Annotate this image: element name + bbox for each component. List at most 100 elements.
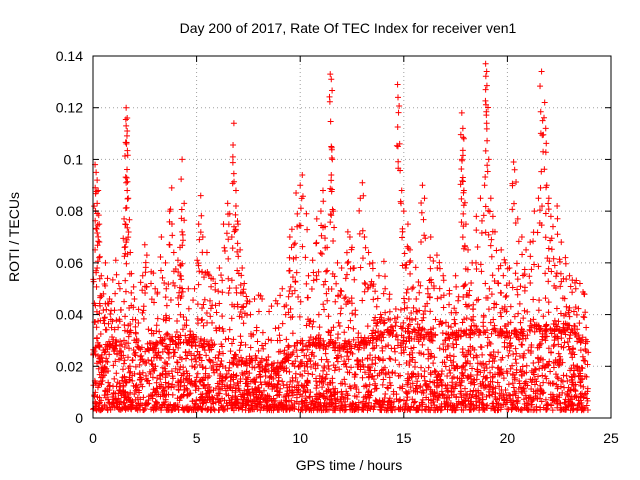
data-point <box>464 266 471 273</box>
data-point <box>372 382 379 389</box>
data-point <box>226 326 233 333</box>
data-point <box>310 277 317 284</box>
data-point <box>129 357 136 364</box>
data-point <box>581 290 588 297</box>
data-point <box>179 288 186 295</box>
data-point <box>314 396 321 403</box>
data-point <box>400 319 407 326</box>
data-point <box>359 255 366 262</box>
data-point <box>178 356 185 363</box>
data-point <box>490 316 497 323</box>
data-point <box>318 251 325 258</box>
data-point <box>514 286 521 293</box>
data-point <box>137 279 144 286</box>
data-point <box>440 346 447 353</box>
data-point <box>225 275 232 282</box>
data-point <box>460 135 467 142</box>
data-point <box>90 278 97 285</box>
data-point <box>230 141 237 148</box>
data-point <box>378 331 385 338</box>
data-point <box>522 392 529 399</box>
data-point <box>366 381 373 388</box>
data-point <box>140 315 147 322</box>
data-point <box>314 382 321 389</box>
data-point <box>488 330 495 337</box>
data-point <box>296 313 303 320</box>
data-point <box>386 355 393 362</box>
data-point <box>329 156 336 163</box>
data-point <box>482 203 489 210</box>
data-point <box>511 330 518 337</box>
data-point <box>397 167 404 174</box>
data-point <box>542 295 549 302</box>
data-point <box>490 400 497 407</box>
data-point <box>458 219 465 226</box>
data-point <box>373 320 380 327</box>
data-point <box>313 240 320 247</box>
x-tick-label: 10 <box>292 430 308 446</box>
data-point <box>579 405 586 412</box>
data-point <box>174 257 181 264</box>
data-point <box>116 316 123 323</box>
data-point <box>181 322 188 329</box>
data-point <box>384 384 391 391</box>
data-point <box>509 182 516 189</box>
data-point <box>168 336 175 343</box>
data-point <box>320 337 327 344</box>
data-point <box>379 357 386 364</box>
data-point <box>215 355 222 362</box>
data-point <box>292 358 299 365</box>
data-point <box>484 342 491 349</box>
data-point <box>370 376 377 383</box>
data-point <box>569 401 576 408</box>
data-point <box>570 362 577 369</box>
data-point <box>276 337 283 344</box>
data-point <box>485 306 492 313</box>
data-point <box>115 280 122 287</box>
data-point <box>113 317 120 324</box>
data-point <box>395 158 402 165</box>
data-point <box>321 364 328 371</box>
data-point <box>91 393 98 400</box>
data-point <box>506 339 513 346</box>
data-point <box>124 187 131 194</box>
data-point <box>576 368 583 375</box>
data-point <box>355 330 362 337</box>
data-point <box>338 388 345 395</box>
data-point <box>366 260 373 267</box>
data-point <box>351 371 358 378</box>
data-point <box>297 298 304 305</box>
data-point <box>274 392 281 399</box>
data-point <box>455 331 462 338</box>
data-point <box>385 385 392 392</box>
data-point <box>304 363 311 370</box>
data-point <box>331 224 338 231</box>
data-point <box>171 282 178 289</box>
data-point <box>449 340 456 347</box>
data-point <box>415 373 422 380</box>
data-point <box>121 244 128 251</box>
data-point <box>465 292 472 299</box>
data-point <box>385 401 392 408</box>
data-point <box>140 358 147 365</box>
data-point <box>182 375 189 382</box>
data-point <box>104 275 111 282</box>
data-point <box>325 365 332 372</box>
data-point <box>542 270 549 277</box>
data-point <box>541 166 548 173</box>
data-point <box>329 379 336 386</box>
data-point <box>449 407 456 414</box>
data-point <box>93 169 100 176</box>
data-point <box>345 324 352 331</box>
data-point <box>568 401 575 408</box>
data-point <box>269 386 276 393</box>
data-point <box>149 374 156 381</box>
data-point <box>549 407 556 414</box>
data-point <box>348 364 355 371</box>
data-point <box>322 235 329 242</box>
data-point <box>221 406 228 413</box>
data-point <box>94 230 101 237</box>
data-point <box>396 140 403 147</box>
data-point <box>356 230 363 237</box>
data-point <box>497 262 504 269</box>
